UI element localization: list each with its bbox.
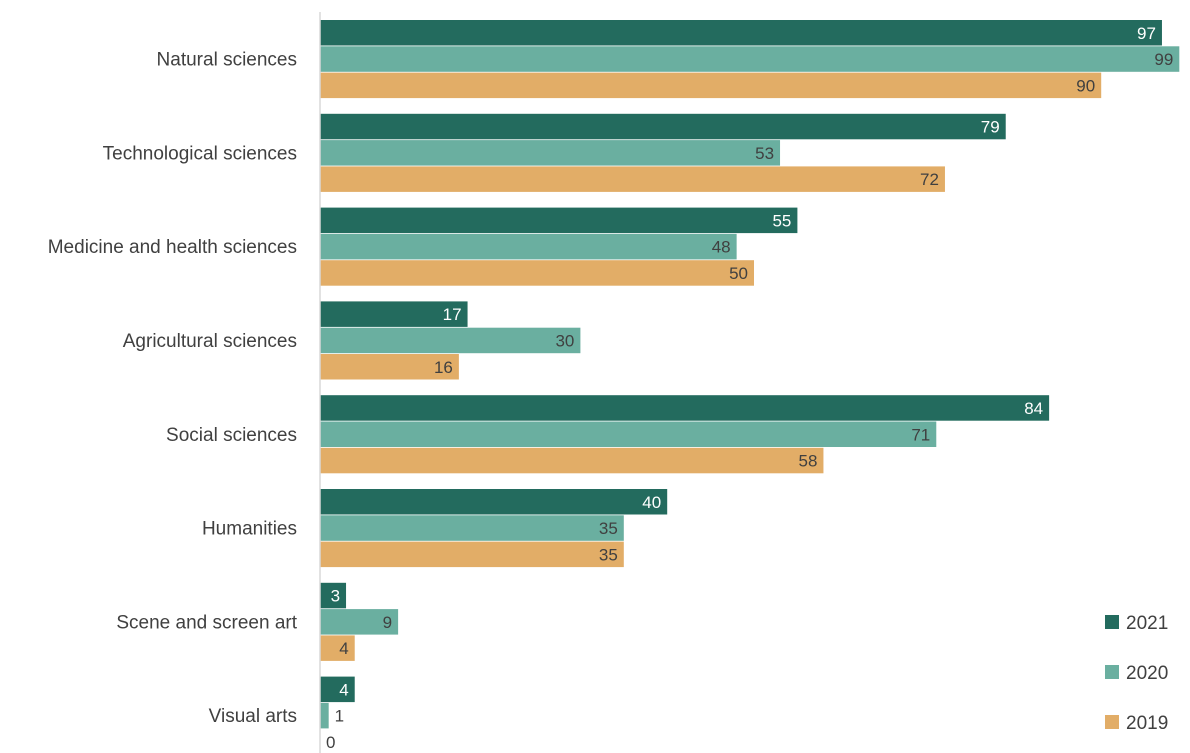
bar-2021 <box>320 489 668 515</box>
bar-2020 <box>320 421 937 447</box>
bar-2020 <box>320 327 581 354</box>
value-label: 72 <box>920 170 939 189</box>
legend-label-2019: 2019 <box>1126 713 1168 734</box>
category-label: Humanities <box>202 519 297 540</box>
value-label: 71 <box>911 425 930 444</box>
legend-label-2020: 2020 <box>1126 663 1168 684</box>
bar-2020 <box>320 515 624 541</box>
bar-2021 <box>320 582 347 609</box>
category-labels-layer: Natural sciences Technological sciences Me… <box>48 50 298 728</box>
value-label: 35 <box>599 545 618 564</box>
value-label: 16 <box>434 358 453 377</box>
value-label: 53 <box>755 144 774 163</box>
value-label: 17 <box>443 305 462 324</box>
bar-2021 <box>320 207 798 234</box>
bar-2019 <box>320 260 754 286</box>
bar-2021 <box>320 395 1050 421</box>
category-label: Agricultural sciences <box>123 331 297 352</box>
value-label: 97 <box>1137 24 1156 43</box>
category-label: Social sciences <box>166 425 297 446</box>
bar-2021 <box>320 20 1162 46</box>
bar-2019 <box>320 635 355 661</box>
category-label: Visual arts <box>209 706 297 727</box>
legend-label-2021: 2021 <box>1126 613 1168 634</box>
bar-2019 <box>320 166 945 192</box>
legend: 2021 2020 2019 <box>1105 613 1168 734</box>
value-label: 99 <box>1154 50 1173 69</box>
legend-swatch-2019 <box>1105 715 1119 729</box>
value-label: 3 <box>331 587 340 606</box>
value-label: 55 <box>772 211 791 230</box>
value-label: 4 <box>339 680 348 699</box>
category-label: Medicine and health sciences <box>48 237 297 258</box>
legend-swatch-2020 <box>1105 665 1119 679</box>
bar-2021 <box>320 113 1006 140</box>
value-label: 4 <box>339 639 348 658</box>
value-label: 1 <box>335 707 344 726</box>
bar-2021 <box>320 301 468 327</box>
bar-2020 <box>320 233 737 260</box>
bar-2019 <box>320 447 824 474</box>
bar-2019 <box>320 354 459 380</box>
bar-2020 <box>320 702 329 729</box>
value-label: 50 <box>729 264 748 283</box>
bar-2021 <box>320 676 355 703</box>
value-label: 35 <box>599 519 618 538</box>
category-label: Technological sciences <box>103 143 297 164</box>
bar-2020 <box>320 46 1180 72</box>
category-label: Natural sciences <box>157 50 297 71</box>
value-label: 9 <box>383 613 392 632</box>
bar-2020 <box>320 609 399 635</box>
value-label: 79 <box>981 118 1000 137</box>
bars-layer <box>320 20 1180 729</box>
value-label: 90 <box>1076 76 1095 95</box>
value-labels-layer: 9799907953725548501730168471584035353944… <box>326 24 1173 752</box>
value-label: 40 <box>642 493 661 512</box>
bar-2019 <box>320 541 624 568</box>
value-label: 84 <box>1024 399 1043 418</box>
value-label: 0 <box>326 733 335 752</box>
bar-2020 <box>320 140 781 166</box>
value-label: 58 <box>799 452 818 471</box>
category-label: Scene and screen art <box>116 612 297 633</box>
value-label: 48 <box>712 238 731 257</box>
value-label: 30 <box>555 331 574 350</box>
legend-swatch-2021 <box>1105 615 1119 629</box>
bar-2019 <box>320 72 1102 99</box>
